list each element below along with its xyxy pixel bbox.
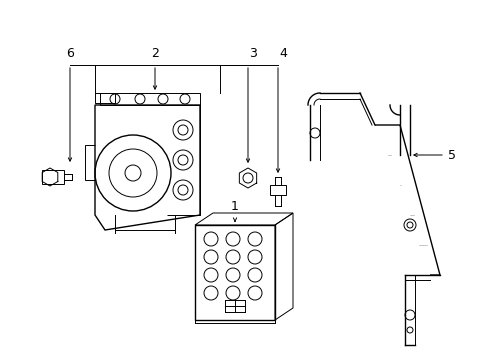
Text: 6: 6	[66, 47, 74, 60]
Text: 4: 4	[279, 47, 286, 60]
Text: 2: 2	[151, 47, 159, 60]
Text: 5: 5	[447, 149, 455, 162]
Text: 1: 1	[231, 200, 239, 213]
Text: 3: 3	[248, 47, 256, 60]
